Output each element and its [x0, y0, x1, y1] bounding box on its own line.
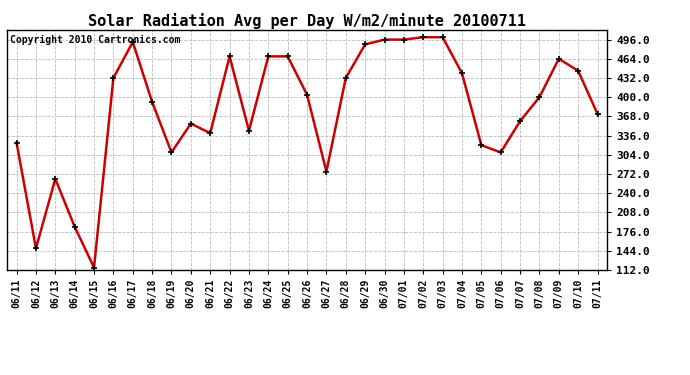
Title: Solar Radiation Avg per Day W/m2/minute 20100711: Solar Radiation Avg per Day W/m2/minute … — [88, 13, 526, 29]
Text: Copyright 2010 Cartronics.com: Copyright 2010 Cartronics.com — [10, 35, 180, 45]
